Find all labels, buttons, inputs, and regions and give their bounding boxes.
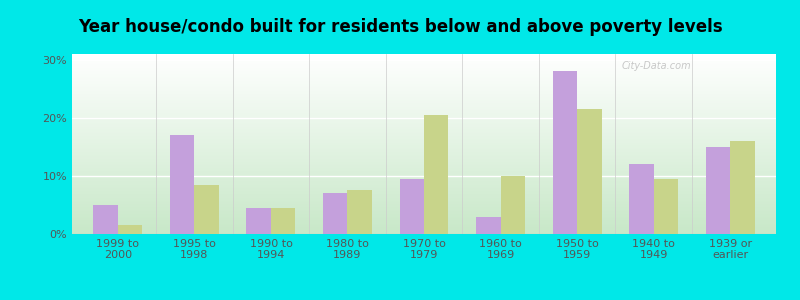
Bar — [424, 115, 449, 234]
Bar — [323, 194, 347, 234]
Text: Year house/condo built for residents below and above poverty levels: Year house/condo built for residents bel… — [78, 18, 722, 36]
Bar — [654, 179, 678, 234]
Bar — [194, 184, 219, 234]
Bar — [347, 190, 372, 234]
Bar — [577, 109, 602, 234]
Bar — [730, 141, 754, 234]
Bar — [170, 135, 194, 234]
Bar — [629, 164, 654, 234]
Bar — [399, 179, 424, 234]
Bar — [118, 225, 142, 234]
Bar — [246, 208, 271, 234]
Bar — [706, 147, 730, 234]
Bar — [476, 217, 501, 234]
Bar — [94, 205, 118, 234]
Bar — [501, 176, 525, 234]
Bar — [271, 208, 295, 234]
Bar — [553, 71, 577, 234]
Text: City-Data.com: City-Data.com — [621, 61, 690, 71]
